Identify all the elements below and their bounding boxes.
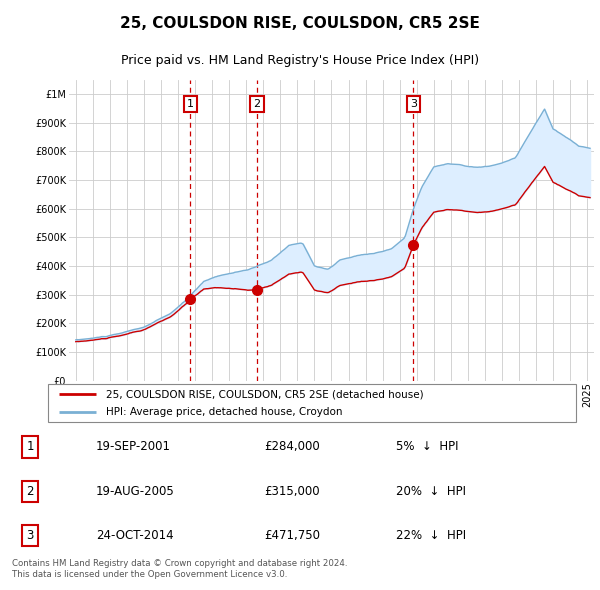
Text: £284,000: £284,000	[264, 440, 320, 454]
Text: Contains HM Land Registry data © Crown copyright and database right 2024.
This d: Contains HM Land Registry data © Crown c…	[12, 559, 347, 579]
Text: HPI: Average price, detached house, Croydon: HPI: Average price, detached house, Croy…	[106, 407, 343, 417]
Text: 24-OCT-2014: 24-OCT-2014	[96, 529, 173, 542]
Text: £471,750: £471,750	[264, 529, 320, 542]
FancyBboxPatch shape	[48, 384, 576, 422]
Text: 25, COULSDON RISE, COULSDON, CR5 2SE: 25, COULSDON RISE, COULSDON, CR5 2SE	[120, 16, 480, 31]
Text: 19-SEP-2001: 19-SEP-2001	[96, 440, 171, 454]
Text: 3: 3	[26, 529, 34, 542]
Text: £315,000: £315,000	[264, 484, 320, 498]
Text: 20%  ↓  HPI: 20% ↓ HPI	[396, 484, 466, 498]
Text: 3: 3	[410, 99, 417, 109]
Text: 22%  ↓  HPI: 22% ↓ HPI	[396, 529, 466, 542]
Text: 2: 2	[26, 484, 34, 498]
Text: 1: 1	[26, 440, 34, 454]
Text: Price paid vs. HM Land Registry's House Price Index (HPI): Price paid vs. HM Land Registry's House …	[121, 54, 479, 67]
Text: 25, COULSDON RISE, COULSDON, CR5 2SE (detached house): 25, COULSDON RISE, COULSDON, CR5 2SE (de…	[106, 389, 424, 399]
Text: 2: 2	[253, 99, 260, 109]
Text: 19-AUG-2005: 19-AUG-2005	[96, 484, 175, 498]
Text: 5%  ↓  HPI: 5% ↓ HPI	[396, 440, 458, 454]
Text: 1: 1	[187, 99, 194, 109]
